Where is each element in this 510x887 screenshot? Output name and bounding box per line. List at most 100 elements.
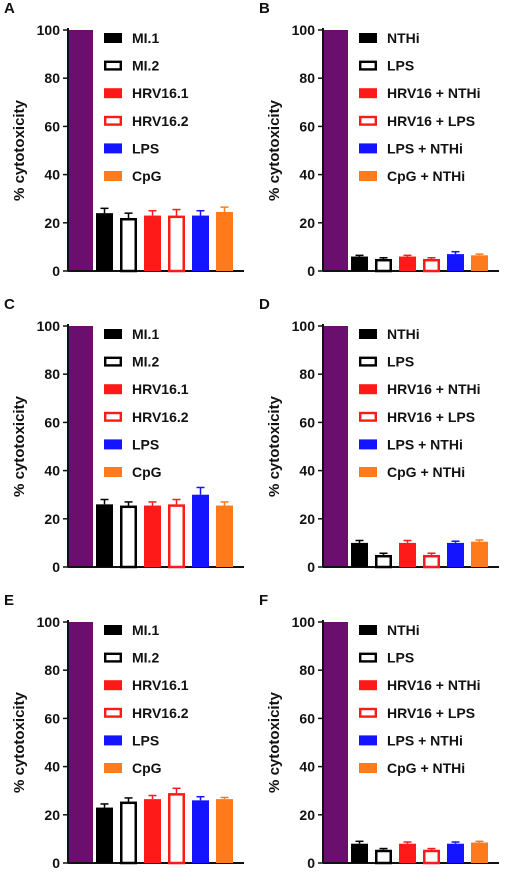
y-tick-label: 0 <box>52 263 60 279</box>
legend-swatch <box>104 171 122 181</box>
bar <box>216 505 233 567</box>
bar <box>447 843 464 863</box>
legend-swatch <box>359 439 377 450</box>
legend-swatch <box>103 115 122 126</box>
legend-label: HRV16.1 <box>132 677 189 693</box>
chart-a: % cytotoxicity 0 20 40 60 80 100 MI.1 MI.2 HRV16.… <box>11 22 244 279</box>
legend-label: MI.2 <box>132 650 159 666</box>
legend-swatch <box>358 356 377 367</box>
legend-label: LPS <box>387 58 414 74</box>
y-tick-label: 100 <box>292 614 316 630</box>
y-tick-label: 60 <box>44 118 60 134</box>
legend-label: LPS <box>132 732 159 748</box>
panel-label-a: A <box>4 0 15 17</box>
legend-label: LPS + NTHi <box>387 140 463 156</box>
bar <box>399 256 416 271</box>
bar <box>168 504 185 569</box>
y-tick-label: 0 <box>52 559 60 575</box>
legend-swatch <box>104 384 122 395</box>
panel-label-f: F <box>259 592 269 609</box>
y-tick-label: 80 <box>44 70 60 86</box>
legend-swatch <box>104 88 122 99</box>
legend-swatch <box>358 707 377 718</box>
legend-swatch <box>359 329 377 339</box>
y-tick-label: 100 <box>37 614 61 630</box>
y-axis-title: % cytotoxicity <box>266 691 283 793</box>
legend-label: LPS + NTHi <box>387 732 463 748</box>
legend-label: NTHi <box>387 30 420 46</box>
legend-swatch <box>359 384 377 395</box>
y-axis-title: % cytotoxicity <box>11 691 28 793</box>
panel-label-c: C <box>4 296 15 313</box>
panel-d: D % cytotoxicity 0 20 40 60 80 100 NTHi LPS HRV16… <box>255 296 510 591</box>
legend-swatch <box>103 356 122 367</box>
bar <box>351 843 368 863</box>
legend-swatch <box>358 60 377 71</box>
legend-label: LPS <box>387 650 414 666</box>
chart-e: % cytotoxicity 0 20 40 60 80 100 MI.1 MI.2 HRV16.… <box>11 614 244 871</box>
y-tick-label: 0 <box>307 855 315 871</box>
legend-swatch <box>104 735 122 746</box>
legend-swatch <box>104 329 122 339</box>
control-bar <box>69 326 93 567</box>
bar <box>471 541 488 567</box>
panel-a: A % cytotoxicity 0 20 40 60 80 100 MI.1 MI.2 HRV1… <box>0 0 255 295</box>
legend-label: LPS <box>387 354 414 370</box>
legend-swatch <box>359 735 377 746</box>
chart-f: % cytotoxicity 0 20 40 60 80 100 NTHi LPS HRV16 +… <box>266 614 499 871</box>
legend-label: HRV16 + LPS <box>387 113 475 129</box>
y-tick-label: 60 <box>299 710 315 726</box>
legend-label: HRV16 + LPS <box>387 409 475 425</box>
y-axis-title: % cytotoxicity <box>266 99 283 201</box>
legend-label: NTHi <box>387 622 420 638</box>
legend-swatch <box>359 680 377 691</box>
y-tick-label: 100 <box>37 318 61 334</box>
bar <box>216 211 233 271</box>
legend-swatch <box>359 467 377 477</box>
y-tick-label: 20 <box>44 807 60 823</box>
bar <box>375 554 392 569</box>
legend-swatch <box>358 115 377 126</box>
bar <box>168 215 185 273</box>
legend-label: HRV16.2 <box>132 113 189 129</box>
y-tick-label: 80 <box>299 366 315 382</box>
bar <box>471 255 488 271</box>
y-tick-label: 20 <box>44 511 60 527</box>
chart-d: % cytotoxicity 0 20 40 60 80 100 NTHi LPS HRV16 +… <box>266 318 499 575</box>
bar <box>375 849 392 865</box>
bar <box>399 542 416 567</box>
legend-label: HRV16 + NTHi <box>387 85 481 101</box>
bar <box>96 213 113 271</box>
bar <box>144 505 161 567</box>
legend-label: HRV16.2 <box>132 705 189 721</box>
legend-swatch <box>104 763 122 773</box>
legend-swatch <box>359 33 377 43</box>
y-tick-label: 60 <box>299 414 315 430</box>
legend-swatch <box>358 652 377 663</box>
bar <box>447 542 464 567</box>
bar <box>192 800 209 863</box>
chart-c: % cytotoxicity 0 20 40 60 80 100 MI.1 MI.2 HRV16.… <box>11 318 244 575</box>
bar <box>399 843 416 863</box>
panel-c: C % cytotoxicity 0 20 40 60 80 100 MI.1 MI.2 HRV1… <box>0 296 255 591</box>
y-tick-label: 20 <box>44 215 60 231</box>
bar <box>192 494 209 567</box>
legend-label: LPS + NTHi <box>387 436 463 452</box>
bar <box>144 799 161 863</box>
bar <box>96 807 113 863</box>
legend-label: MI.2 <box>132 354 159 370</box>
panel-label-d: D <box>259 296 270 313</box>
panel-b: B % cytotoxicity 0 20 40 60 80 100 NTHi LPS HRV16… <box>255 0 510 295</box>
panel-f: F % cytotoxicity 0 20 40 60 80 100 NTHi LPS HRV16… <box>255 592 510 887</box>
control-bar <box>69 622 93 863</box>
y-tick-label: 40 <box>299 167 315 183</box>
y-tick-label: 0 <box>52 855 60 871</box>
y-tick-label: 80 <box>44 662 60 678</box>
bar <box>447 254 464 271</box>
y-tick-label: 60 <box>299 118 315 134</box>
control-bar <box>324 622 348 863</box>
bar <box>351 542 368 567</box>
bar <box>144 215 161 271</box>
legend-label: LPS <box>132 436 159 452</box>
legend-label: MI.2 <box>132 58 159 74</box>
